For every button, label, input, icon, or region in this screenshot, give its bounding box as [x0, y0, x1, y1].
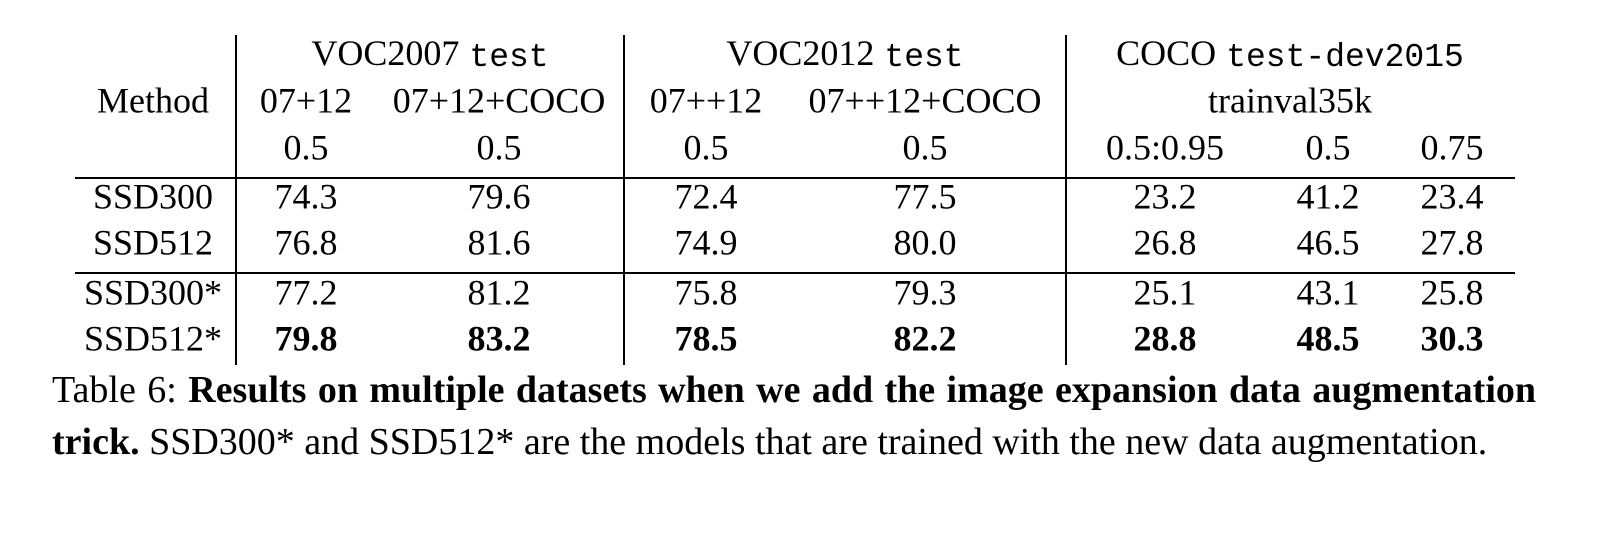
method-name: SSD512	[93, 222, 213, 262]
dataset-header: COCO test-dev2015	[1116, 33, 1464, 75]
training-set: 07+12	[260, 80, 352, 120]
dataset-header: VOC2007 test	[311, 33, 548, 75]
map-value: 81.2	[468, 272, 531, 312]
iou-threshold: 0.5:0.95	[1106, 127, 1224, 167]
map-value: 77.5	[894, 176, 957, 216]
iou-threshold: 0.75	[1421, 127, 1484, 167]
map-value: 43.1	[1297, 272, 1360, 312]
map-value: 48.5	[1297, 318, 1360, 358]
method-header: Method	[97, 80, 209, 120]
method-name: SSD300	[93, 176, 213, 216]
results-table: Method VOC2007 test VOC2012 test COCO test-de…	[75, 33, 1515, 365]
map-value: 79.8	[275, 318, 338, 358]
map-value: 80.0	[894, 222, 957, 262]
map-value: 27.8	[1421, 222, 1484, 262]
map-value: 25.1	[1134, 272, 1197, 312]
iou-threshold: 0.5	[903, 127, 948, 167]
map-value: 77.2	[275, 272, 338, 312]
training-set: 07++12	[650, 80, 763, 120]
caption-text: SSD300* and SSD512* are the models that …	[149, 421, 1488, 463]
dataset-name: VOC2007	[311, 33, 459, 73]
map-value: 46.5	[1297, 222, 1360, 262]
caption-label: Table 6:	[52, 369, 177, 411]
map-value: 30.3	[1421, 318, 1484, 358]
dataset-header: VOC2012 test	[726, 33, 963, 75]
map-value: 28.8	[1134, 318, 1197, 358]
map-value: 74.9	[675, 222, 738, 262]
training-set: trainval35k	[1208, 80, 1372, 120]
dataset-name: VOC2012	[726, 33, 874, 73]
map-value: 81.6	[468, 222, 531, 262]
iou-threshold: 0.5	[684, 127, 729, 167]
iou-threshold: 0.5	[1306, 127, 1351, 167]
map-value: 23.4	[1421, 176, 1484, 216]
map-value: 72.4	[675, 176, 738, 216]
method-name: SSD300*	[84, 272, 222, 312]
dataset-split: test	[884, 39, 963, 76]
map-value: 25.8	[1421, 272, 1484, 312]
dataset-split: test-dev2015	[1226, 39, 1464, 76]
iou-threshold: 0.5	[284, 127, 329, 167]
caption: Table 6: Results on multiple datasets wh…	[52, 364, 1536, 468]
method-name: SSD512*	[84, 318, 222, 358]
map-value: 23.2	[1134, 176, 1197, 216]
map-value: 82.2	[894, 318, 957, 358]
caption-title: Results on multiple datasets when we add…	[52, 369, 1537, 463]
dataset-name: COCO	[1116, 33, 1216, 73]
map-value: 75.8	[675, 272, 738, 312]
map-value: 83.2	[468, 318, 531, 358]
map-value: 78.5	[675, 318, 738, 358]
map-value: 26.8	[1134, 222, 1197, 262]
iou-threshold: 0.5	[477, 127, 522, 167]
map-value: 41.2	[1297, 176, 1360, 216]
map-value: 79.3	[894, 272, 957, 312]
training-set: 07++12+COCO	[809, 80, 1042, 120]
map-value: 76.8	[275, 222, 338, 262]
training-set: 07+12+COCO	[393, 80, 606, 120]
map-value: 74.3	[275, 176, 338, 216]
map-value: 79.6	[468, 176, 531, 216]
dataset-split: test	[469, 39, 548, 76]
